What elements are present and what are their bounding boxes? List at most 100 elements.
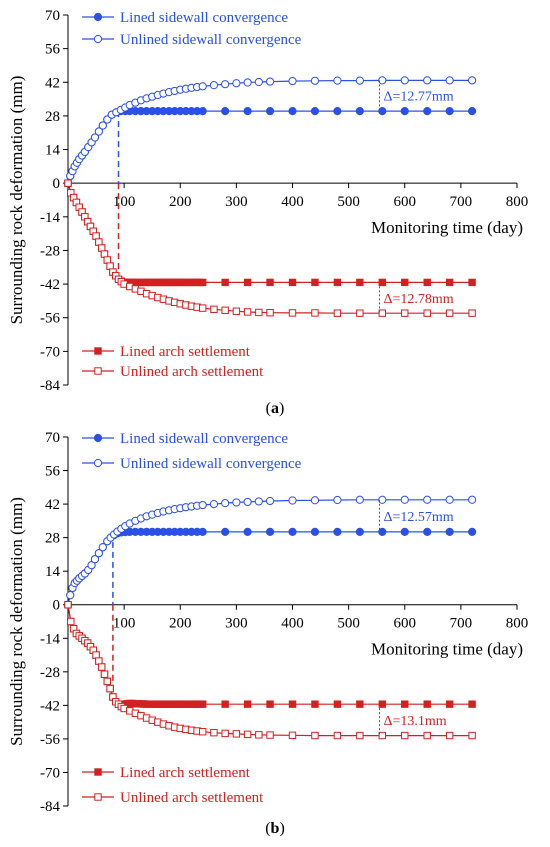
y-tick-label: -56 — [40, 311, 60, 327]
data-point — [355, 76, 364, 85]
data-point — [254, 497, 263, 506]
data-point — [401, 700, 409, 708]
delta-annotation: Δ=12.78mm — [383, 292, 453, 307]
y-tick-label: 70 — [45, 430, 60, 446]
data-point — [401, 278, 409, 287]
y-tick-label: 42 — [45, 497, 60, 513]
data-point — [288, 496, 297, 505]
data-point — [468, 278, 476, 287]
data-point — [378, 76, 387, 85]
data-point — [333, 495, 342, 505]
data-point — [221, 80, 230, 89]
legend-item: Unlined sidewall convergence — [82, 456, 302, 472]
data-point — [423, 107, 432, 116]
data-point — [288, 76, 297, 86]
legend-label: Unlined arch settlement — [120, 364, 264, 380]
data-point — [221, 306, 229, 314]
x-tick-label: 700 — [450, 616, 473, 632]
data-point — [423, 309, 431, 317]
y-tick-label: -70 — [40, 765, 60, 781]
y-tick-label: 70 — [45, 8, 60, 24]
data-point — [265, 77, 275, 86]
data-point — [468, 76, 477, 85]
x-tick-label: 500 — [337, 194, 360, 210]
data-point — [356, 278, 364, 287]
data-point — [378, 278, 387, 287]
legend-item: Unlined arch settlement — [82, 790, 264, 806]
data-point — [243, 308, 252, 316]
y-tick-label: 28 — [45, 109, 60, 125]
legend-label: Unlined sidewall convergence — [120, 456, 302, 472]
y-tick-label: -14 — [40, 631, 60, 647]
delta-annotation: Δ=13.1mm — [383, 714, 446, 729]
data-point — [445, 309, 454, 317]
data-point — [243, 527, 252, 536]
data-point — [423, 527, 432, 536]
data-point — [64, 601, 72, 609]
data-point — [445, 278, 454, 287]
y-axis-label: Surrounding rock deformation (mm) — [7, 76, 26, 325]
legend-item: Unlined sidewall convergence — [82, 32, 302, 48]
data-point — [94, 127, 103, 136]
data-point — [232, 498, 241, 507]
data-point — [64, 179, 72, 187]
data-point — [468, 309, 476, 317]
data-point — [266, 308, 274, 317]
data-point — [310, 76, 320, 85]
data-point — [221, 499, 230, 508]
data-point — [445, 731, 454, 740]
data-point — [243, 78, 252, 87]
data-point — [311, 278, 319, 287]
y-tick-label: -14 — [40, 210, 60, 226]
figure-caption: (b) — [265, 820, 285, 837]
data-point — [92, 651, 100, 659]
series-unlined-arch-settlement — [64, 179, 476, 317]
series-unlined-sidewall-convergence — [63, 495, 477, 609]
legend-marker — [93, 458, 103, 468]
data-point — [243, 730, 252, 739]
data-point — [378, 309, 387, 317]
x-tick-label: 200 — [169, 194, 192, 210]
data-point — [311, 700, 319, 708]
y-tick-label: 28 — [45, 531, 60, 547]
y-tick-label: -42 — [40, 277, 60, 293]
data-point — [67, 617, 75, 626]
data-point — [400, 495, 409, 504]
legend-item: Unlined arch settlement — [82, 364, 264, 380]
data-point — [378, 527, 387, 536]
data-point — [311, 731, 319, 740]
data-point — [468, 107, 477, 116]
data-point — [356, 731, 364, 740]
figure-caption: (a) — [266, 400, 285, 417]
data-point — [266, 278, 274, 287]
y-axis-label: Surrounding rock deformation (mm) — [7, 497, 26, 746]
data-point — [468, 700, 476, 708]
data-point — [333, 527, 342, 536]
series-unlined-arch-settlement — [64, 601, 476, 740]
data-point — [288, 731, 297, 740]
x-tick-label: 200 — [169, 616, 192, 632]
legend-marker — [93, 433, 103, 443]
data-point — [265, 527, 275, 536]
data-point — [333, 107, 342, 116]
data-point — [94, 549, 103, 558]
legend-label: Unlined arch settlement — [120, 790, 264, 806]
legend-item: Lined arch settlement — [82, 344, 251, 360]
data-point — [355, 495, 364, 504]
data-point — [221, 700, 229, 708]
series-lined-sidewall-convergence — [63, 527, 477, 609]
data-point — [445, 700, 454, 708]
data-point — [198, 500, 207, 510]
legend-marker — [94, 367, 102, 375]
data-point — [423, 731, 431, 740]
legend-marker — [94, 347, 102, 355]
data-point — [243, 107, 252, 116]
delta-annotation: Δ=12.57mm — [383, 510, 453, 525]
data-point — [243, 278, 252, 287]
x-tick-label: 300 — [225, 194, 248, 210]
data-point — [266, 700, 274, 708]
series-line — [67, 531, 473, 605]
legend-label: Lined arch settlement — [120, 765, 251, 781]
data-point — [355, 527, 364, 536]
